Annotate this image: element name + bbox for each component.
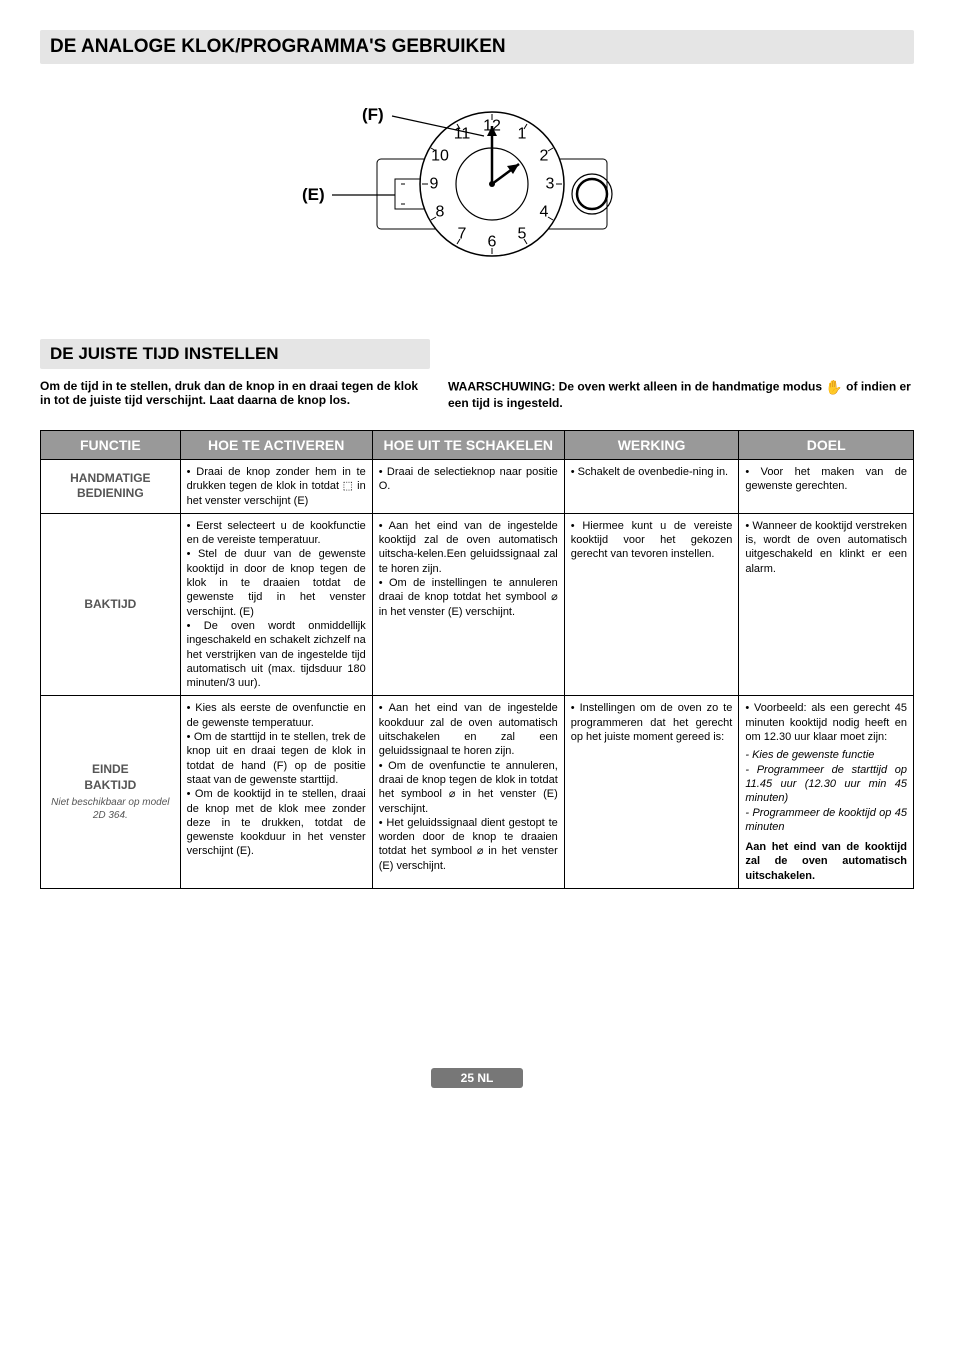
cell-deactivate: • Aan het eind van de ingestelde kookduu… — [372, 696, 564, 889]
cell-goal: • Voorbeeld: als een gerecht 45 minuten … — [739, 696, 914, 889]
cell-working: • Instellingen om de oven zo te programm… — [564, 696, 739, 889]
svg-text:11: 11 — [454, 126, 471, 143]
svg-text:4: 4 — [540, 204, 549, 221]
th-doel: DOEL — [739, 431, 914, 460]
page-footer: 25 NL — [40, 1069, 914, 1087]
row-name: BAKTIJD — [41, 513, 181, 696]
cell-activate: • Eerst selecteert u de kookfunctie en d… — [180, 513, 372, 696]
th-werking: WERKING — [564, 431, 739, 460]
svg-text:9: 9 — [430, 176, 439, 193]
svg-text:5: 5 — [518, 226, 527, 243]
svg-text:1: 1 — [518, 126, 527, 143]
th-activeren: HOE TE ACTIVEREN — [180, 431, 372, 460]
intro-row: Om de tijd in te stellen, druk dan de kn… — [40, 379, 914, 410]
clock-diagram: 12 1 2 3 4 5 6 7 8 9 10 11 — [40, 84, 914, 289]
cell-activate: • Draai de knop zonder hem in te drukken… — [180, 460, 372, 514]
cell-activate: • Kies als eerste de ovenfunctie en de g… — [180, 696, 372, 889]
cell-deactivate: • Draai de selectieknop naar positie O. — [372, 460, 564, 514]
svg-text:(F): (F) — [362, 105, 384, 124]
svg-text:6: 6 — [488, 234, 497, 251]
hand-icon: ✋ — [825, 379, 842, 396]
cell-deactivate: • Aan het eind van de ingestelde kooktij… — [372, 513, 564, 696]
cell-goal: • Voor het maken van de gewenste gerecht… — [739, 460, 914, 514]
cell-goal: • Wanneer de kooktijd verstreken is, wor… — [739, 513, 914, 696]
svg-text:(E): (E) — [302, 185, 325, 204]
svg-text:8: 8 — [436, 204, 445, 221]
row-name: EINDEBAKTIJDNiet beschikbaar op model 2D… — [41, 696, 181, 889]
svg-text:3: 3 — [546, 176, 555, 193]
table-row: HANDMATIGEBEDIENING• Draai de knop zonde… — [41, 460, 914, 514]
section-title: DE JUISTE TIJD INSTELLEN — [40, 339, 430, 369]
cell-working: • Hiermee kunt u de vereiste kooktijd vo… — [564, 513, 739, 696]
intro-right: WAARSCHUWING: De oven werkt alleen in de… — [448, 379, 914, 410]
intro-left: Om de tijd in te stellen, druk dan de kn… — [40, 379, 430, 410]
th-uitschakelen: HOE UIT TE SCHAKELEN — [372, 431, 564, 460]
table-row: EINDEBAKTIJDNiet beschikbaar op model 2D… — [41, 696, 914, 889]
cell-working: • Schakelt de ovenbedie-ning in. — [564, 460, 739, 514]
table-row: BAKTIJD• Eerst selecteert u de kookfunct… — [41, 513, 914, 696]
page-number: 25 NL — [431, 1068, 524, 1088]
table-header-row: FUNCTIE HOE TE ACTIVEREN HOE UIT TE SCHA… — [41, 431, 914, 460]
function-table: FUNCTIE HOE TE ACTIVEREN HOE UIT TE SCHA… — [40, 430, 914, 889]
row-name: HANDMATIGEBEDIENING — [41, 460, 181, 514]
th-functie: FUNCTIE — [41, 431, 181, 460]
page-title: DE ANALOGE KLOK/PROGRAMMA'S GEBRUIKEN — [40, 30, 914, 64]
svg-text:2: 2 — [540, 148, 549, 165]
